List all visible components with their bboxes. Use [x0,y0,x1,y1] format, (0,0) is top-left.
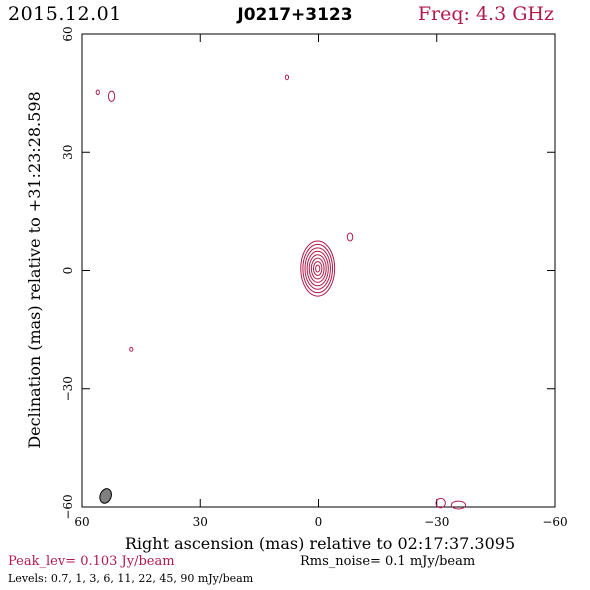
rms-noise: Rms_noise= 0.1 mJy/beam [300,554,476,569]
contour-line [129,346,134,352]
contour-line [107,90,116,102]
contour-line [312,261,323,276]
y-tick-label: 60 [61,26,75,41]
y-axis-label: Declination (mas) relative to +31:23:28.… [25,91,44,448]
beam-ellipse [99,488,112,504]
contour-line [310,257,325,280]
source-name: J0217+3123 [237,5,353,25]
contour-line [346,232,354,242]
frequency-label: Freq: 4.3 GHz [417,3,554,25]
y-tick-label: −30 [61,376,75,401]
contour-levels: Levels: 0.7, 1, 3, 6, 11, 22, 45, 90 mJy… [8,572,254,585]
y-tick-label: 30 [61,145,75,160]
contour-line [435,497,446,509]
peak-level: Peak_lev= 0.103 Jy/beam [8,554,175,569]
contour-layer [95,74,467,510]
contour-line [300,240,336,297]
x-tick-label: −30 [424,515,449,529]
contour-line [306,250,329,287]
contour-line [95,89,100,96]
contour-line [315,264,321,273]
y-tick-label: −60 [61,494,75,519]
y-tick-label: 0 [61,267,75,275]
x-axis-label: Right ascension (mas) relative to 02:17:… [125,534,515,553]
x-tick-label: −60 [542,515,567,529]
observation-date: 2015.12.01 [8,3,122,25]
contour-line [450,500,467,510]
contour-line [308,254,327,283]
contour-line [304,247,331,290]
beam-layer [99,488,112,504]
contour-line [302,243,334,294]
x-tick-label: 0 [315,515,323,529]
x-tick-label: 60 [74,515,89,529]
contour-line [284,74,290,81]
plot-frame [81,33,556,508]
x-tick-label: 30 [193,515,208,529]
